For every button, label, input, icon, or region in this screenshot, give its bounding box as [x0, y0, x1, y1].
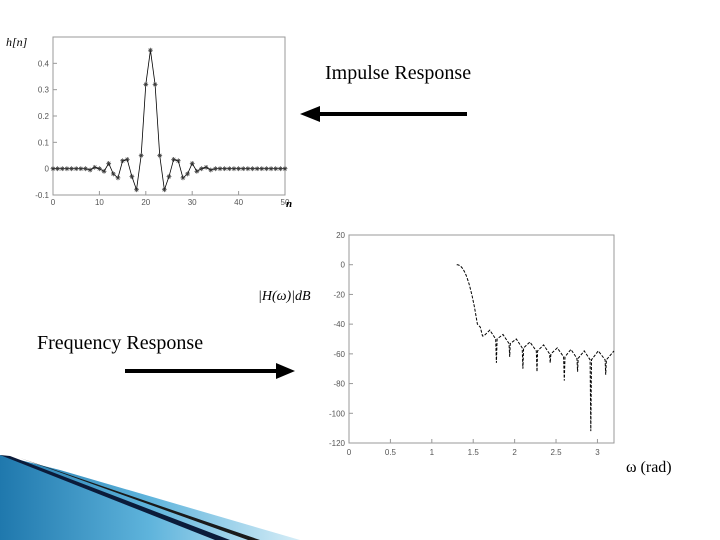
impulse-point — [226, 166, 232, 172]
x-tick-label: 30 — [188, 198, 197, 207]
x-tick-label: 10 — [95, 198, 104, 207]
impulse-point — [254, 166, 260, 172]
impulse-point — [97, 166, 102, 172]
impulse-point — [143, 82, 149, 87]
impulse-point — [73, 166, 79, 172]
impulse-point — [277, 166, 283, 172]
impulse-point — [199, 166, 204, 172]
impulse-point — [78, 166, 84, 172]
x-axis-label: ω (rad) — [626, 459, 672, 476]
impulse-point — [138, 153, 144, 158]
x-tick-label: 2.5 — [550, 448, 562, 457]
y-tick-label: -120 — [329, 439, 346, 448]
y-tick-label: 0.1 — [38, 138, 50, 147]
impulse-point — [87, 167, 93, 173]
impulse-point — [134, 187, 139, 193]
impulse-point — [208, 167, 214, 173]
impulse-point — [213, 166, 218, 172]
x-axis-label: n — [286, 198, 292, 210]
impulse-point — [171, 157, 177, 162]
impulse-point — [264, 166, 269, 172]
impulse-point — [64, 166, 70, 172]
x-tick-label: 40 — [234, 198, 243, 207]
impulse-point — [92, 164, 98, 170]
y-tick-label: -0.1 — [35, 191, 49, 200]
impulse-point — [189, 161, 195, 166]
impulse-point — [185, 171, 190, 177]
frequency-response-line — [456, 264, 615, 432]
y-axis-label: |H(ω)|dB — [258, 289, 311, 304]
y-tick-label: 0.2 — [38, 112, 50, 121]
impulse-point — [83, 166, 88, 172]
impulse-point — [115, 175, 121, 181]
impulse-point — [157, 153, 163, 158]
y-axis-label: h[n] — [6, 35, 28, 49]
impulse-point — [231, 166, 237, 172]
impulse-response-label: Impulse Response — [325, 62, 472, 84]
x-tick-label: 0 — [51, 198, 56, 207]
impulse-point — [282, 166, 288, 172]
x-tick-label: 50 — [281, 198, 290, 207]
impulse-point — [259, 166, 265, 172]
y-tick-label: 0.3 — [38, 86, 50, 95]
impulse-point — [152, 82, 158, 87]
impulse-point — [59, 166, 65, 172]
y-tick-label: -40 — [333, 320, 345, 329]
impulse-point — [217, 166, 223, 172]
impulse-point — [106, 161, 112, 166]
impulse-point — [55, 166, 61, 172]
impulse-point — [222, 166, 228, 172]
impulse-point — [175, 158, 181, 164]
x-tick-label: 1.5 — [468, 448, 480, 457]
impulse-point — [161, 187, 167, 193]
impulse-point — [124, 157, 130, 162]
y-tick-label: -80 — [333, 380, 345, 389]
x-tick-label: 1 — [430, 448, 435, 457]
x-tick-label: 2 — [512, 448, 517, 457]
plot-frame — [348, 234, 615, 444]
impulse-point — [148, 47, 153, 53]
frequency-response-label: Frequency Response — [37, 332, 204, 354]
impulse-point — [203, 164, 209, 170]
y-tick-label: 0 — [341, 261, 346, 270]
impulse-point — [110, 171, 116, 177]
impulse-point — [166, 174, 172, 179]
impulse-point — [69, 166, 74, 172]
y-tick-label: -60 — [333, 350, 345, 359]
impulse-point — [50, 166, 56, 172]
x-tick-label: 20 — [141, 198, 150, 207]
impulse-point — [120, 158, 125, 164]
y-tick-label: 0 — [45, 165, 50, 174]
x-tick-label: 0 — [347, 448, 352, 457]
x-tick-label: 3 — [595, 448, 600, 457]
impulse-point — [101, 168, 107, 174]
impulse-point — [273, 166, 279, 172]
impulse-point — [268, 166, 274, 172]
impulse-point — [240, 166, 246, 172]
y-tick-label: -100 — [329, 409, 346, 418]
impulse-point — [250, 166, 255, 172]
y-tick-label: 0.4 — [38, 59, 50, 68]
impulse-point — [236, 166, 241, 172]
y-tick-label: -20 — [333, 290, 345, 299]
x-tick-label: 0.5 — [385, 448, 397, 457]
impulse-point — [180, 175, 186, 181]
impulse-point — [194, 168, 200, 174]
impulse-point — [129, 174, 135, 179]
y-tick-label: 20 — [336, 231, 345, 240]
impulse-point — [245, 166, 251, 172]
